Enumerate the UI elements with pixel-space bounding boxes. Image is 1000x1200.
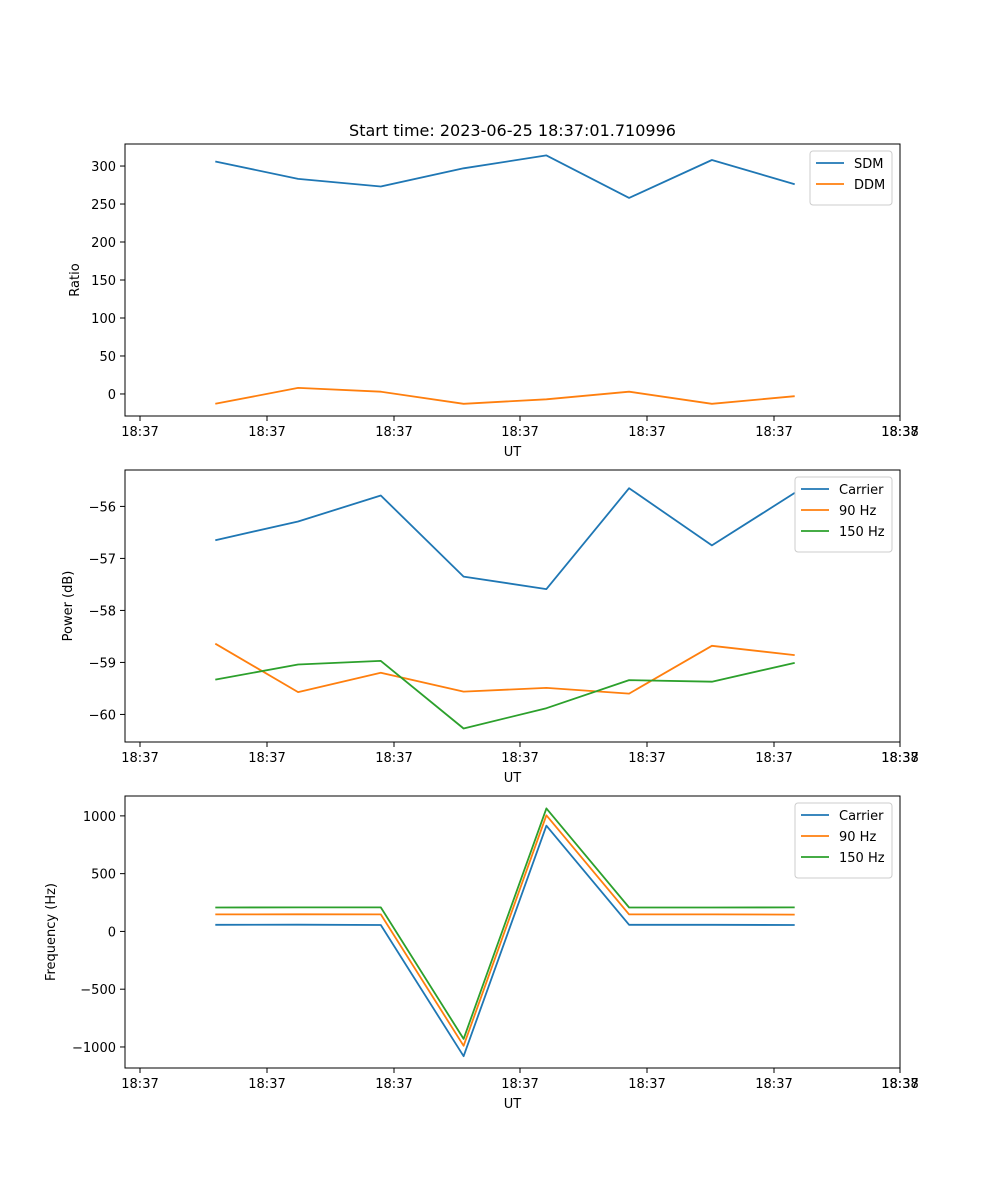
x-tick-label: 18:37 xyxy=(121,425,158,440)
x-tick-label: 18:37 xyxy=(755,751,792,766)
series-line-90-hz xyxy=(214,642,795,695)
legend-box xyxy=(809,150,893,206)
y-tick-label: 100 xyxy=(91,312,116,327)
x-tick-label: 18:37 xyxy=(881,425,918,440)
y-tick-label: −56 xyxy=(89,500,116,515)
x-tick-label: 18:37 xyxy=(501,1077,538,1092)
legend-entry-label: 150 Hz xyxy=(839,851,885,866)
x-tick-label: 18:37 xyxy=(248,751,285,766)
x-tick-label: 18:37 xyxy=(121,751,158,766)
x-tick-label: 18:38 xyxy=(881,1077,918,1092)
legend-box xyxy=(794,802,893,879)
legend-entry-label: DDM xyxy=(854,178,885,193)
x-axis-label: UT xyxy=(504,1097,522,1112)
legend: SDM DDM xyxy=(809,150,893,206)
y-tick-label: 0 xyxy=(108,925,116,940)
chart-panel-3: 18:37 18:37 18:37 18:37 18:37 18:37 18:3718:38… xyxy=(44,795,919,1112)
axes-frame xyxy=(124,795,901,1069)
y-tick-label: 150 xyxy=(91,274,116,289)
y-tick-label: 300 xyxy=(91,160,116,175)
y-tick-label: 200 xyxy=(91,236,116,251)
x-tick-label: 18:38 xyxy=(881,425,918,440)
y-axis-label: Power (dB) xyxy=(61,571,76,642)
legend-entry-label: 150 Hz xyxy=(839,525,885,540)
chart-panel-1: Start time: 2023-06-25 18:37:01.710996 18… xyxy=(68,121,919,460)
series-line-150-hz xyxy=(215,807,795,1040)
y-axis-label: Frequency (Hz) xyxy=(44,883,59,981)
x-tick-label: 18:37 xyxy=(501,751,538,766)
y-tick-label: 50 xyxy=(99,350,116,365)
x-tick-label: 18:37 xyxy=(375,751,412,766)
legend-box xyxy=(794,476,893,553)
y-tick-label: 500 xyxy=(91,868,116,883)
legend-entry-label: 90 Hz xyxy=(839,830,876,845)
x-tick-label: 18:37 xyxy=(375,425,412,440)
x-axis-label: UT xyxy=(504,771,522,786)
chart-title: Start time: 2023-06-25 18:37:01.710996 xyxy=(349,121,676,140)
legend-entry-label: Carrier xyxy=(839,809,884,824)
y-tick-label: 0 xyxy=(108,388,116,403)
x-tick-label: 18:38 xyxy=(881,751,918,766)
x-tick-label: 18:37 xyxy=(881,751,918,766)
x-tick-label: 18:37 xyxy=(375,1077,412,1092)
x-tick-label: 18:37 xyxy=(628,751,665,766)
series-line-carrier xyxy=(215,824,795,1058)
x-tick-label: 18:37 xyxy=(755,425,792,440)
x-tick-label: 18:37 xyxy=(248,1077,285,1092)
x-tick-label: 18:37 xyxy=(755,1077,792,1092)
series-line-ddm xyxy=(215,386,795,405)
x-tick-label: 18:37 xyxy=(121,1077,158,1092)
legend: Carrier 90 Hz 150 Hz xyxy=(794,802,893,879)
y-tick-label: 1000 xyxy=(83,810,116,825)
series-line-90-hz xyxy=(215,814,795,1047)
series-line-carrier xyxy=(215,487,796,590)
x-tick-label: 18:37 xyxy=(501,425,538,440)
x-tick-label: 18:37 xyxy=(628,425,665,440)
y-tick-label: −58 xyxy=(89,604,116,619)
series-line-150-hz xyxy=(215,660,795,730)
y-tick-label: −59 xyxy=(89,656,116,671)
y-tick-label: −1000 xyxy=(72,1041,116,1056)
y-tick-label: −60 xyxy=(89,708,116,723)
y-tick-label: −57 xyxy=(89,552,116,567)
axes-frame xyxy=(124,469,901,743)
x-tick-label: 18:37 xyxy=(881,1077,918,1092)
x-tick-label: 18:37 xyxy=(248,425,285,440)
y-axis-label: Ratio xyxy=(68,263,83,296)
legend: Carrier 90 Hz 150 Hz xyxy=(794,476,893,553)
legend-entry-label: 90 Hz xyxy=(839,504,876,519)
x-tick-label: 18:37 xyxy=(628,1077,665,1092)
legend-entry-label: SDM xyxy=(854,157,883,172)
x-axis-label: UT xyxy=(504,445,522,460)
chart-panel-2: 18:37 18:37 18:37 18:37 18:37 18:37 18:3718:38… xyxy=(61,469,919,786)
y-tick-label: −500 xyxy=(80,983,116,998)
y-tick-label: 250 xyxy=(91,198,116,213)
legend-entry-label: Carrier xyxy=(839,483,884,498)
series-line-sdm xyxy=(215,154,795,199)
axes-frame xyxy=(124,143,901,417)
